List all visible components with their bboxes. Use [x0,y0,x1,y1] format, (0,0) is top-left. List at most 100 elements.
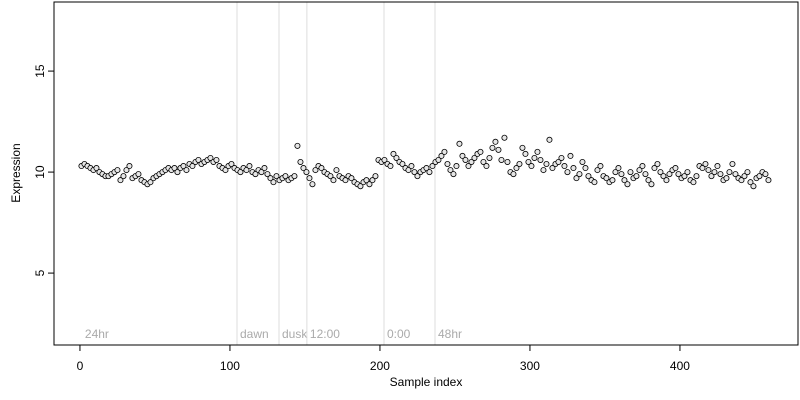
point [501,134,508,141]
point [663,177,670,184]
point [672,165,679,172]
point [471,154,478,161]
point [252,171,259,178]
y-tick-label: 10 [33,165,47,179]
plot-frame [53,1,799,346]
point [582,165,589,172]
y-tick-label: 15 [33,64,47,78]
y-tick-label: 5 [33,269,47,276]
point [264,171,271,178]
point [318,165,325,172]
point [453,163,460,170]
point [708,173,715,180]
point [732,171,739,178]
point [618,171,625,178]
point [426,169,433,176]
point [366,181,373,188]
point [576,171,583,178]
point [543,161,550,168]
point [714,163,721,170]
point [117,177,124,184]
point [282,173,289,180]
point [120,173,127,180]
point [579,158,586,165]
point [174,169,181,176]
point [300,165,307,172]
point [222,167,229,174]
x-tick-label: 300 [520,359,540,373]
point [357,183,364,190]
point [534,148,541,155]
point [690,179,697,186]
point [189,163,196,170]
point [462,156,469,163]
point [627,169,634,176]
point [702,161,709,168]
point [465,163,472,170]
point [438,152,445,159]
point [489,144,496,151]
point [435,156,442,163]
point [423,165,430,172]
point [450,171,457,178]
point [528,163,535,170]
point [642,171,649,178]
point [504,158,511,165]
point [519,144,526,151]
point [612,169,619,176]
point [750,183,757,190]
point [546,136,553,143]
point [414,173,421,180]
point [171,165,178,172]
point [648,181,655,188]
point [594,167,601,174]
x-tick-label: 200 [370,359,390,373]
point [495,146,502,153]
point [522,150,529,157]
point [723,175,730,182]
point [564,169,571,176]
point [660,173,667,180]
point [486,154,493,161]
point [327,173,334,180]
point [684,169,691,176]
point [765,177,772,184]
point [558,154,565,161]
point [699,165,706,172]
point [483,163,490,170]
point [555,158,562,165]
point [399,161,406,168]
annotation: 24hr [85,327,109,341]
point [303,169,310,176]
point [147,179,154,186]
point [126,163,133,170]
point [639,163,646,170]
point [561,163,568,170]
point [342,177,349,184]
point [603,175,610,182]
point [756,173,763,180]
y-axis-label: Expression [9,143,23,202]
point [480,158,487,165]
point [237,169,244,176]
point [693,173,700,180]
point [624,181,631,188]
point [228,161,235,168]
point [762,171,769,178]
point [213,156,220,163]
point [531,154,538,161]
point [273,173,280,180]
point [510,171,517,178]
point [333,167,340,174]
point [135,171,142,178]
point [516,161,523,168]
point [705,167,712,174]
point [609,177,616,184]
point [114,167,121,174]
point [387,163,394,170]
point [711,169,718,176]
point [492,138,499,145]
annotation: 12:00 [310,327,340,341]
point [270,179,277,186]
